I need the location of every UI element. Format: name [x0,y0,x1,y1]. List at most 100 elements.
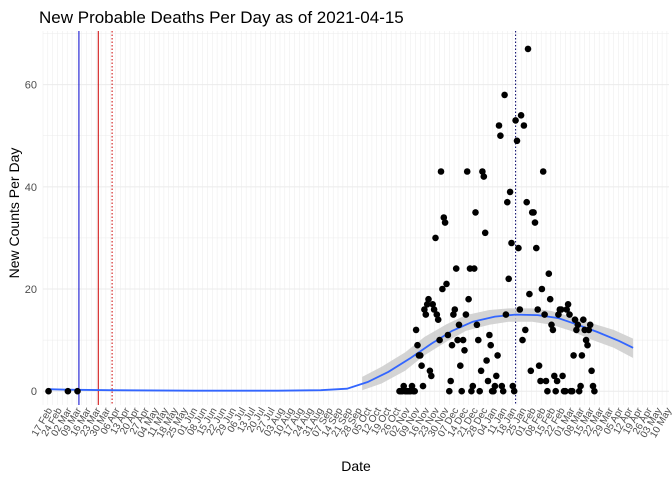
data-point [64,387,72,395]
data-point [414,341,421,349]
data-point [432,234,439,242]
data-point [539,168,547,175]
data-point [513,137,521,145]
data-point [490,387,497,395]
data-point [534,306,541,313]
y-tick-label: 40 [25,182,37,194]
data-point [506,188,514,196]
data-point [408,382,416,390]
data-point [429,301,437,308]
data-point [499,387,507,395]
data-point [520,122,528,129]
data-point [538,285,546,293]
data-point [542,377,550,385]
data-point [468,387,475,395]
data-point [546,295,554,303]
data-point [573,326,580,334]
data-point [484,377,492,385]
data-point [510,387,518,395]
data-point [591,387,598,395]
data-point [423,301,431,308]
data-point [473,321,481,329]
data-point [570,352,577,359]
data-point [555,311,562,318]
data-point [530,209,537,216]
data-point [465,295,472,303]
data-point [434,316,442,324]
data-point [458,387,466,395]
data-point [477,367,485,375]
data-point [411,387,419,395]
data-point [463,168,471,175]
data-point [548,321,555,329]
data-point [512,117,519,124]
data-point [444,331,452,339]
data-point [461,347,468,354]
data-point [437,168,445,175]
y-axis-ticks: 0 20 40 60 [25,80,37,399]
reference-lines [78,31,517,405]
data-point [455,321,463,329]
data-point [549,326,557,334]
data-point [480,173,488,180]
data-point [571,316,579,324]
data-point [462,311,470,318]
data-point [566,311,573,318]
data-point [425,295,432,303]
data-point [501,91,508,99]
data-point [479,168,486,175]
data-point [469,382,477,390]
data-point [574,321,582,329]
data-point [475,336,482,344]
data-point [452,265,460,272]
data-point [494,352,501,359]
data-point [443,280,450,288]
trend-line [48,313,634,392]
data-point [430,306,438,313]
x-axis-title: Date [341,458,371,474]
smooth-confidence-band [362,308,634,391]
data-point [497,132,504,139]
data-point [433,311,441,318]
data-point [585,326,593,334]
data-point [422,311,430,318]
data-point [498,382,506,390]
data-point [544,387,551,395]
data-point [541,311,548,318]
data-point [454,336,461,344]
data-point [569,387,576,395]
confidence-band [362,308,634,391]
data-point [589,382,597,390]
data-point [439,285,446,293]
data-point [419,382,427,390]
data-point [421,306,428,313]
data-point [535,362,543,370]
data-points [45,45,598,395]
data-point [441,219,449,226]
data-point [551,372,558,380]
data-point [557,306,565,313]
data-point [508,239,515,247]
data-point [575,387,583,395]
data-point [517,112,525,119]
y-tick-label: 0 [31,386,37,398]
smooth-trend-line [48,313,634,392]
data-point [533,244,540,252]
data-point [559,372,566,380]
data-point [470,265,478,272]
data-point [524,45,532,53]
data-point [481,229,489,237]
data-point [553,377,561,385]
data-point [527,367,535,375]
data-point [526,290,533,298]
data-point [588,367,595,375]
data-point [563,306,570,313]
data-point [580,316,587,324]
data-point [448,341,456,349]
data-point [459,336,467,344]
y-axis-title: New Counts Per Day [6,148,22,279]
data-point [562,387,569,395]
data-point [428,372,435,380]
gridlines [42,31,669,405]
